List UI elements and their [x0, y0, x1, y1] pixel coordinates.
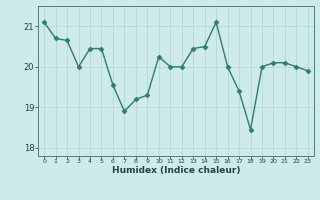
X-axis label: Humidex (Indice chaleur): Humidex (Indice chaleur) [112, 166, 240, 175]
